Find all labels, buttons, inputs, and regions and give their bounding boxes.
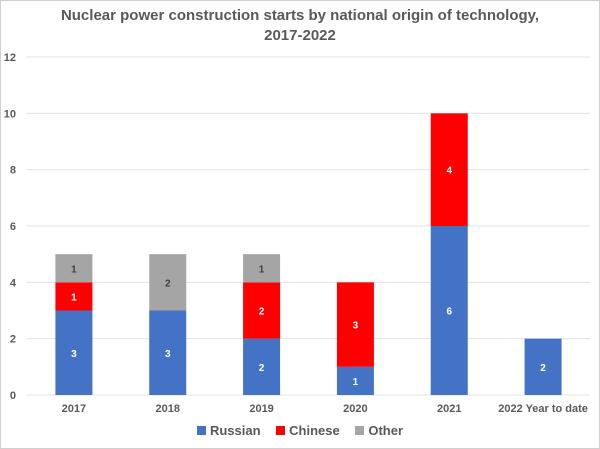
data-label: 6 [446,307,452,318]
bar-russian [55,310,93,395]
data-label: 2 [165,278,171,289]
legend-item-russian: Russian [196,423,261,438]
bar-chinese [55,282,93,311]
bar-chinese [336,282,374,367]
y-tick-label: 10 [4,108,16,120]
x-tick-label: 2020 [343,403,367,415]
data-label: 1 [353,377,359,388]
bar-russian [149,310,187,395]
chart-title-line-2: 2017-2022 [264,27,336,44]
bar-russian [336,366,374,395]
bar-russian [430,226,468,395]
legend-swatch-other [355,426,365,435]
bar-russian [524,338,562,395]
data-label: 2 [540,363,546,374]
bar-other [149,254,187,311]
data-label: 3 [165,349,171,360]
y-tick-label: 12 [4,52,16,64]
data-label: 3 [71,349,77,360]
bar-other [243,254,281,283]
bar-chinese [430,113,468,226]
bar-other [55,254,93,283]
legend-item-other: Other [355,423,403,438]
x-tick-label: 2017 [62,403,86,415]
data-label: 1 [71,292,77,303]
y-tick-label: 4 [10,277,17,289]
y-tick-label: 2 [10,334,16,346]
data-label: 1 [71,264,77,275]
bar-russian [243,338,281,395]
bar-chinese [243,282,281,339]
legend-label-other: Other [368,423,404,438]
data-label: 1 [259,264,265,275]
data-label: 3 [353,321,359,332]
data-label: 4 [446,166,452,177]
legend-swatch-chinese [276,426,286,435]
chart-title-line-1: Nuclear power construction starts by nat… [60,7,540,24]
legend-label-chinese: Chinese [289,423,340,438]
legend: Russian Chinese Other [0,423,600,438]
chart-title: Nuclear power construction starts by nat… [0,6,600,46]
legend-item-chinese: Chinese [276,423,340,438]
y-tick-label: 6 [10,221,16,233]
x-tick-label: 2019 [249,403,273,415]
legend-swatch-russian [196,426,206,435]
data-label: 2 [259,363,265,374]
x-tick-label: 2018 [156,403,180,415]
x-tick-label: 2021 [437,403,461,415]
data-label: 2 [259,307,265,318]
y-tick-label: 8 [10,165,16,177]
legend-label-russian: Russian [209,423,261,438]
x-tick-label: 2022 Year to date [498,403,588,415]
y-tick-label: 0 [10,390,16,402]
